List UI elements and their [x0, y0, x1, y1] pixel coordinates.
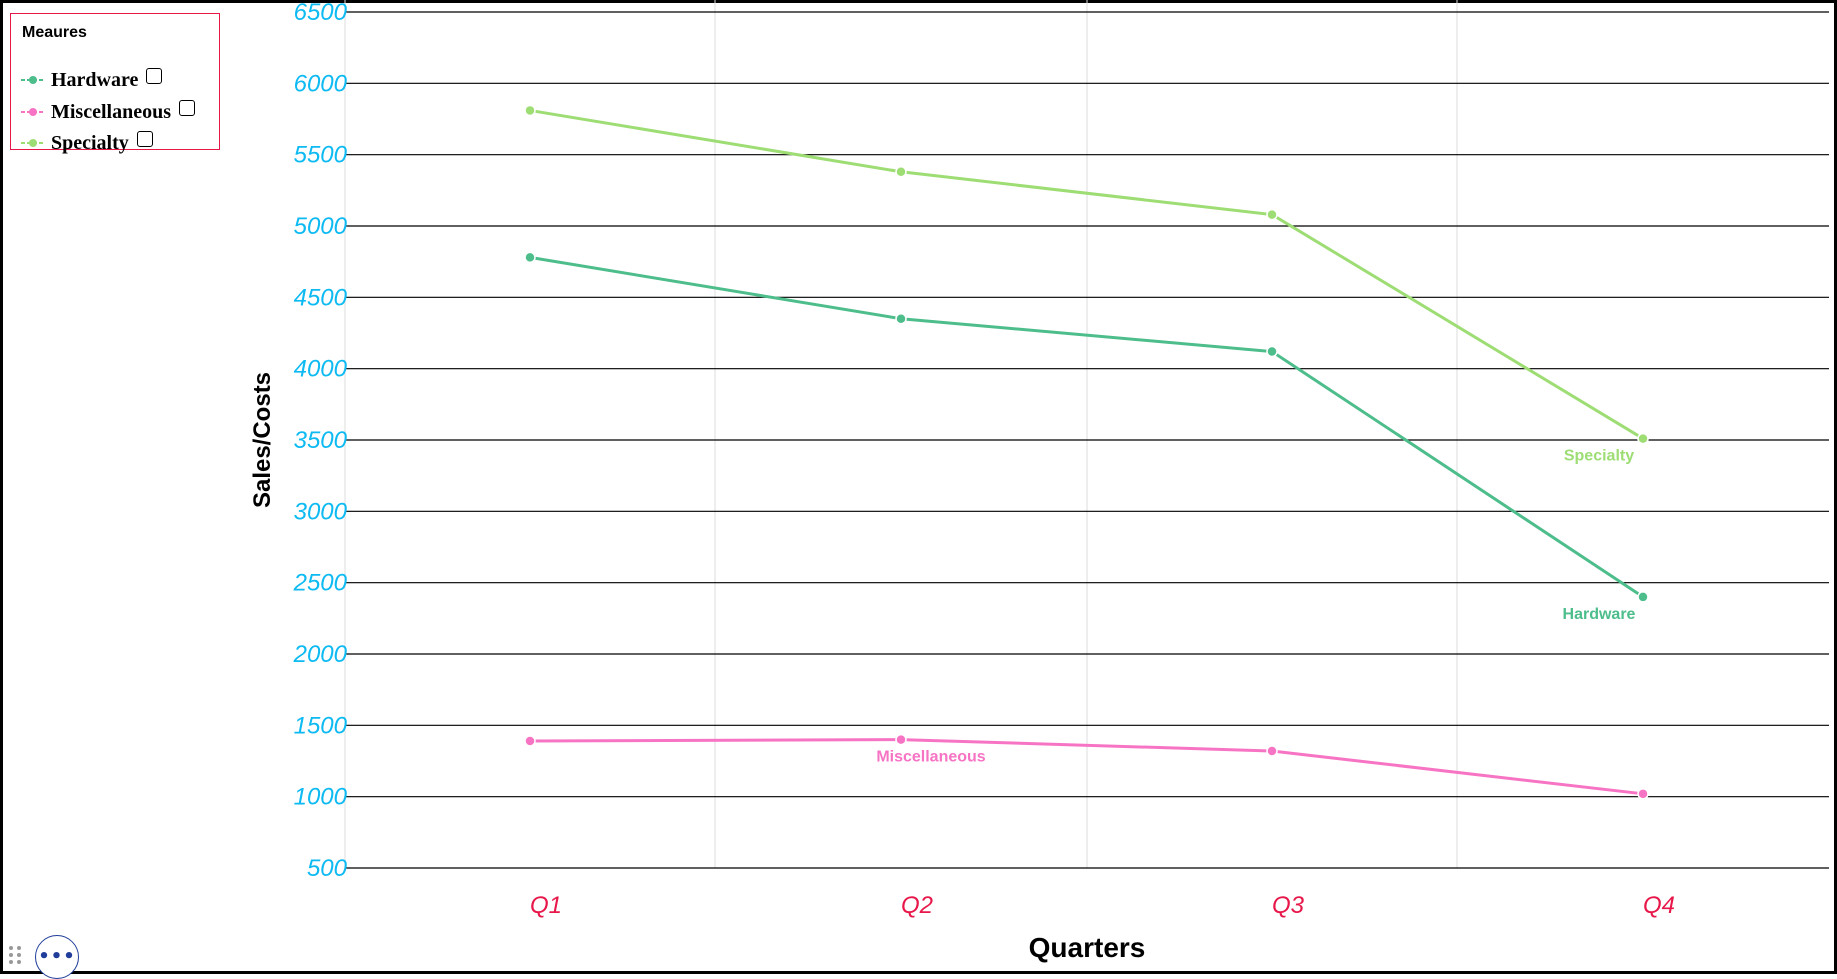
x-tick-label: Q4	[1643, 892, 1675, 919]
data-point-hardware	[1637, 591, 1649, 603]
legend-label-specialty: Specialty	[51, 131, 129, 154]
y-tick-label: 1500	[294, 712, 348, 739]
series-data-label-specialty: Specialty	[1564, 448, 1634, 465]
y-tick-label: 1000	[294, 784, 348, 811]
y-tick-label: 4500	[294, 284, 348, 311]
drag-grip-icon[interactable]	[8, 945, 24, 965]
data-point-miscellaneous	[524, 735, 536, 747]
legend-label-miscellaneous: Miscellaneous	[51, 100, 171, 123]
data-point-specialty	[1637, 432, 1649, 445]
legend-label-hardware: Hardware	[51, 68, 139, 91]
y-axis-label: Sales/Costs	[249, 372, 276, 508]
more-options-button[interactable]: •••	[35, 935, 79, 979]
data-point-specialty	[895, 166, 907, 178]
y-tick-label: 2500	[293, 570, 348, 597]
data-point-hardware	[1266, 345, 1278, 358]
legend-checkbox-hardware[interactable]	[146, 68, 163, 84]
legend-item-specialty[interactable]: Specialty	[21, 131, 153, 155]
y-tick-label: 3500	[294, 427, 348, 454]
data-point-miscellaneous	[1266, 745, 1278, 757]
data-point-miscellaneous	[895, 733, 907, 746]
data-point-specialty	[1266, 208, 1278, 221]
legend-title: Meaures	[22, 24, 87, 41]
series-line-specialty	[529, 108, 1644, 440]
data-point-hardware	[895, 312, 907, 325]
x-tick-label: Q1	[530, 892, 562, 919]
y-tick-label: 6000	[294, 70, 348, 97]
line-dot-icon	[21, 108, 45, 116]
legend-checkbox-miscellaneous[interactable]	[179, 100, 195, 116]
x-axis-label: Quarters	[1029, 932, 1146, 963]
y-tick-label: 500	[307, 855, 348, 882]
y-tick-label: 6500	[294, 0, 348, 26]
legend-checkbox-specialty[interactable]	[136, 131, 153, 147]
series-line-miscellaneous	[529, 738, 1644, 796]
x-tick-label: Q3	[1272, 892, 1305, 919]
legend-item-miscellaneous[interactable]: Miscellaneous	[21, 100, 195, 124]
data-point-specialty	[524, 104, 536, 117]
line-dot-icon	[21, 139, 45, 147]
y-tick-label: 5000	[294, 213, 348, 240]
x-tick-label: Q2	[901, 892, 933, 919]
line-dot-icon	[21, 76, 45, 84]
y-tick-label: 4000	[294, 356, 348, 383]
legend-item-hardware[interactable]: Hardware	[21, 68, 163, 92]
legend: Meaures Hardware Miscellaneous Specialty	[10, 13, 220, 154]
y-tick-label: 3000	[294, 498, 348, 525]
series-data-label-hardware: Hardware	[1563, 606, 1636, 623]
data-point-hardware	[524, 251, 536, 264]
series-data-label-miscellaneous: Miscellaneous	[876, 749, 985, 766]
y-tick-label: 5500	[294, 142, 348, 169]
y-tick-label: 2000	[293, 641, 348, 668]
data-point-miscellaneous	[1637, 788, 1649, 800]
series-line-hardware	[529, 255, 1644, 599]
